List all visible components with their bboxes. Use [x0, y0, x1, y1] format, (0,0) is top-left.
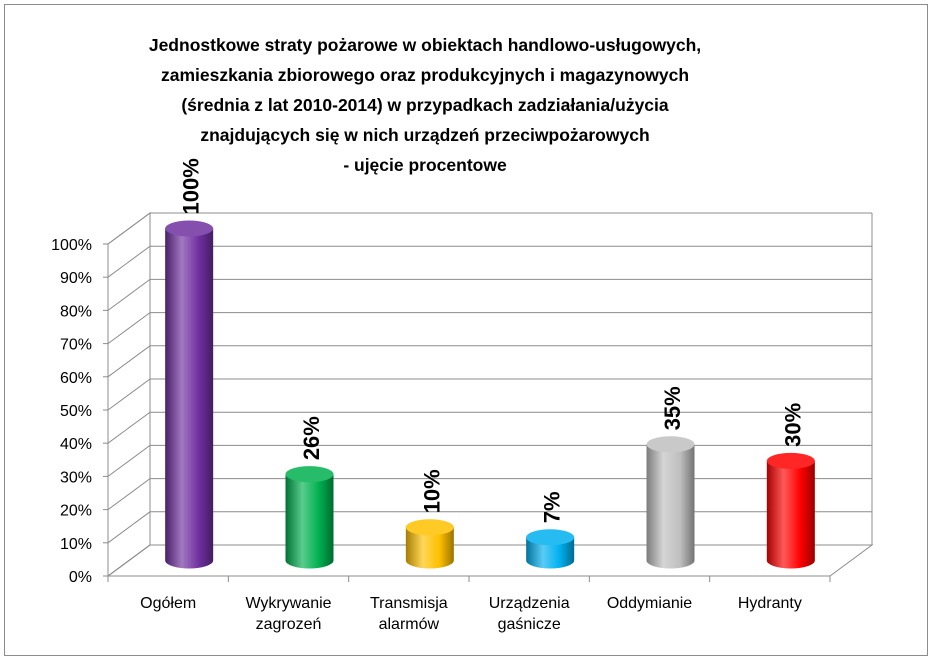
y-tick-label: 20%: [60, 503, 92, 520]
title-line-3: (średnia z lat 2010-2014) w przypadkach …: [181, 95, 669, 115]
gridline: [107, 278, 872, 311]
gridline: [107, 245, 872, 278]
bar-top: [405, 519, 454, 536]
data-labels: 100% 26% 10% 7% 35% 30%: [179, 158, 806, 523]
chart-title: Jednostkowe straty pożarowe w obiektach …: [60, 30, 790, 180]
bar-body: [405, 527, 454, 569]
bar-body: [285, 474, 334, 569]
bar: [646, 436, 695, 569]
gridline: [107, 212, 872, 245]
y-tick-label: 0%: [69, 569, 92, 586]
gridline: [107, 411, 872, 444]
bar-top: [165, 220, 214, 237]
x-axis: [107, 575, 831, 582]
x-tick-label: Oddymianie: [607, 595, 692, 612]
x-tick-label: Ogółem: [140, 595, 196, 612]
gridline: [107, 312, 872, 345]
gridline: [107, 511, 872, 544]
x-tick-label: Urządzenia gaśnicze: [489, 595, 570, 633]
bar: [285, 466, 334, 569]
bars: [165, 220, 815, 569]
bar-body: [165, 228, 214, 569]
gridline: [107, 544, 872, 577]
y-tick-label: 50%: [60, 403, 92, 420]
bar-top: [526, 529, 575, 546]
title-line-5: - ujęcie procentowe: [343, 155, 507, 175]
bar-body: [526, 537, 575, 569]
y-tick-label: 70%: [60, 337, 92, 354]
plot-walls: [106, 212, 874, 577]
bar: [405, 519, 454, 569]
y-tick-label: 100%: [51, 237, 92, 254]
title-line-4: znajdujących się w nich urządzeń przeciw…: [200, 125, 650, 145]
bar-top: [285, 466, 334, 483]
y-tick-label: 10%: [60, 536, 92, 553]
x-axis-labels: Ogółem Wykrywanie zagrozeń Transmisja alarmó…: [140, 595, 802, 633]
x-tick-label: Transmisja alarmów: [370, 595, 448, 633]
gridline: [107, 345, 872, 378]
y-axis: 0% 10% 20% 30% 40% 50% 60% 70% 80% 90% 100%: [51, 237, 109, 586]
y-tick-label: 90%: [60, 270, 92, 287]
gridline: [107, 444, 872, 477]
y-tick-label: 40%: [60, 436, 92, 453]
gridlines: [107, 212, 872, 577]
bar-body: [766, 460, 815, 569]
data-label: 26%: [299, 416, 324, 460]
data-label: 30%: [780, 403, 805, 447]
bar-body: [646, 444, 695, 569]
data-label: 35%: [660, 386, 685, 430]
floor: [106, 544, 874, 577]
bar: [165, 220, 214, 569]
title-line-2: zamieszkania zbiorowego oraz produkcyjny…: [160, 65, 690, 85]
bar-top: [646, 436, 695, 453]
gridline: [107, 478, 872, 511]
bar: [766, 452, 815, 569]
title-line-1: Jednostkowe straty pożarowe w obiektach …: [148, 35, 702, 55]
bar: [526, 529, 575, 569]
bar-top: [766, 452, 815, 469]
y-tick-label: 80%: [60, 303, 92, 320]
y-tick-label: 30%: [60, 469, 92, 486]
data-label: 7%: [540, 491, 565, 523]
data-label: 10%: [419, 469, 444, 513]
x-tick-label: Wykrywanie zagrozeń: [245, 595, 331, 633]
data-label: 100%: [179, 158, 204, 214]
gridline: [107, 378, 872, 411]
x-tick-label: Hydranty: [738, 595, 802, 612]
y-tick-label: 60%: [60, 370, 92, 387]
